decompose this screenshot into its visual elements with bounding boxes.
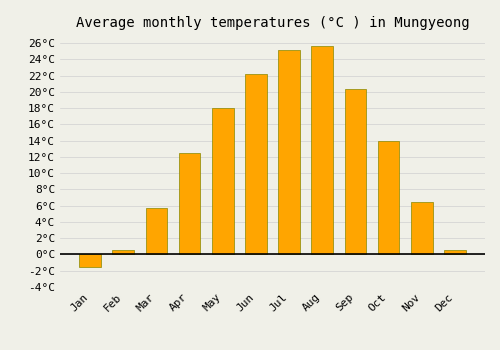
Bar: [344, 89, 366, 254]
Bar: [411, 202, 432, 254]
Title: Average monthly temperatures (°C ) in Mungyeong: Average monthly temperatures (°C ) in Mu…: [76, 16, 469, 30]
Bar: [80, 254, 101, 267]
Bar: [146, 208, 167, 254]
Bar: [245, 74, 266, 254]
Bar: [212, 108, 234, 254]
Bar: [278, 50, 300, 254]
Bar: [179, 153, 201, 254]
Bar: [112, 250, 134, 254]
Bar: [312, 46, 333, 254]
Bar: [378, 141, 400, 254]
Bar: [444, 250, 466, 254]
